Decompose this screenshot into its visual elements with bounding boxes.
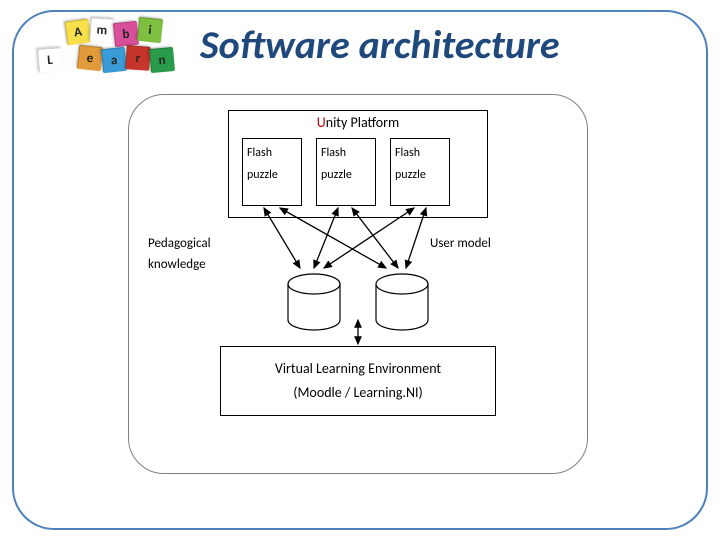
slide-title: Software architecture <box>200 20 560 69</box>
unity-u-letter: U <box>317 114 326 131</box>
logo-cube: A <box>64 18 91 45</box>
logo-cube: b <box>113 21 139 47</box>
vle-line2: (Moodle / Learning.NI) <box>221 381 495 405</box>
user-model-label: User model <box>430 234 491 255</box>
unity-rest: nity Platform <box>326 114 400 131</box>
ambilearn-logo: Ambi Learn <box>28 18 178 74</box>
vle-line1: Virtual Learning Environment <box>221 357 495 381</box>
logo-cube: L <box>37 47 63 73</box>
logo-cube: r <box>125 45 151 71</box>
flash-puzzle-box: Flashpuzzle <box>390 138 450 206</box>
logo-cube: i <box>137 17 163 43</box>
logo-cube: a <box>101 47 127 73</box>
unity-platform-title: Unity Platform <box>228 114 488 131</box>
logo-cube: n <box>149 47 175 73</box>
pedagogical-knowledge-label: Pedagogical knowledge <box>148 234 211 276</box>
vle-box: Virtual Learning Environment (Moodle / L… <box>220 346 496 416</box>
flash-puzzle-box: Flashpuzzle <box>242 138 302 206</box>
logo-cube: e <box>77 45 103 71</box>
flash-puzzle-box: Flashpuzzle <box>316 138 376 206</box>
logo-cube: m <box>89 17 115 43</box>
